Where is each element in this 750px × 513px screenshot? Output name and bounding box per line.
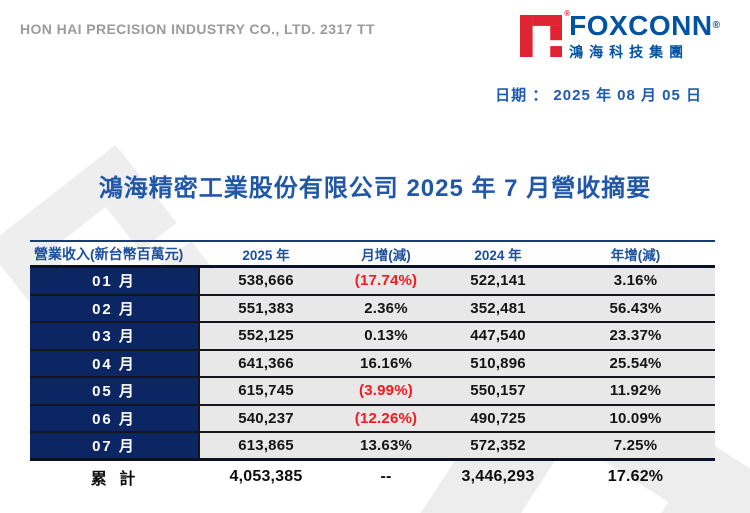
column-header-revenue-unit: 營業收入(新台幣百萬元) bbox=[34, 245, 184, 262]
column-header-2024: 2024 年 bbox=[474, 247, 522, 263]
month-label: 03 月 bbox=[30, 323, 200, 349]
column-header-yoy: 年增(減) bbox=[610, 247, 661, 263]
mom-change: (12.26%) bbox=[332, 405, 440, 431]
mom-change: 16.16% bbox=[332, 350, 440, 376]
foxconn-wordmark-block: FOXCONN® 鴻海科技集團 bbox=[569, 10, 720, 62]
foxconn-h-icon: ® bbox=[520, 9, 570, 59]
revenue-2025: 552,125 bbox=[200, 323, 332, 349]
yoy-change: 11.92% bbox=[556, 378, 715, 404]
revenue-2025: 641,366 bbox=[200, 350, 332, 376]
mom-change: (3.99%) bbox=[332, 378, 440, 404]
date-label: 日期 ： bbox=[495, 87, 549, 104]
report-date: 日期 ： 2025 年 08 月 05 日 bbox=[495, 84, 702, 105]
total-revenue-2025: 4,053,385 bbox=[229, 468, 303, 485]
revenue-2025: 615,745 bbox=[200, 378, 332, 404]
table-row: 02 月 551,383 2.36% 352,481 56.43% bbox=[30, 295, 715, 323]
revenue-2024: 572,352 bbox=[440, 433, 556, 458]
revenue-2024: 447,540 bbox=[440, 323, 556, 349]
total-label: 累 計 bbox=[90, 471, 140, 488]
registered-mark: ® bbox=[564, 9, 571, 18]
table-row: 01 月 538,666 (17.74%) 522,141 3.16% bbox=[30, 268, 715, 296]
revenue-2025: 540,237 bbox=[200, 405, 332, 431]
revenue-2024: 490,725 bbox=[440, 405, 556, 431]
month-label: 05 月 bbox=[30, 378, 200, 404]
date-value: 2025 年 08 月 05 日 bbox=[553, 87, 702, 104]
revenue-2025: 551,383 bbox=[200, 295, 332, 321]
total-yoy-change: 17.62% bbox=[607, 468, 664, 485]
yoy-change: 25.54% bbox=[556, 350, 715, 376]
table-row: 04 月 641,366 16.16% 510,896 25.54% bbox=[30, 350, 715, 378]
table-header-row: 營業收入(新台幣百萬元) 2025 年 月增(減) 2024 年 年增(減) bbox=[30, 242, 715, 268]
revenue-2024: 522,141 bbox=[440, 268, 556, 294]
foxconn-logo: ® FOXCONN® 鴻海科技集團 bbox=[520, 9, 720, 62]
foxconn-chinese-name: 鴻海科技集團 bbox=[569, 44, 690, 60]
table-row: 03 月 552,125 0.13% 447,540 23.37% bbox=[30, 323, 715, 351]
revenue-2024: 510,896 bbox=[440, 350, 556, 376]
month-label: 04 月 bbox=[30, 350, 200, 376]
revenue-table: 營業收入(新台幣百萬元) 2025 年 月增(減) 2024 年 年增(減) 0… bbox=[30, 240, 715, 494]
month-label: 07 月 bbox=[30, 433, 200, 458]
foxconn-wordmark: FOXCONN® bbox=[569, 10, 720, 41]
mom-change: 0.13% bbox=[332, 323, 440, 349]
month-label: 01 月 bbox=[30, 268, 200, 294]
table-total-row: 累 計 4,053,385 -- 3,446,293 17.62% bbox=[30, 461, 715, 494]
total-revenue-2024: 3,446,293 bbox=[461, 468, 535, 485]
mom-change: 2.36% bbox=[332, 295, 440, 321]
yoy-change: 56.43% bbox=[556, 295, 715, 321]
wordmark-text: FOXCONN bbox=[569, 10, 713, 41]
company-header: HON HAI PRECISION INDUSTRY CO., LTD. 231… bbox=[20, 21, 375, 37]
yoy-change: 3.16% bbox=[556, 268, 715, 294]
column-header-2025: 2025 年 bbox=[242, 247, 290, 263]
table-row: 07 月 613,865 13.63% 572,352 7.25% bbox=[30, 433, 715, 461]
total-mom-change: -- bbox=[380, 468, 392, 485]
revenue-2024: 352,481 bbox=[440, 295, 556, 321]
page-title: 鴻海精密工業股份有限公司 2025 年 7 月營收摘要 bbox=[98, 175, 652, 202]
table-row: 05 月 615,745 (3.99%) 550,157 11.92% bbox=[30, 378, 715, 406]
yoy-change: 10.09% bbox=[556, 405, 715, 431]
revenue-2025: 613,865 bbox=[200, 433, 332, 458]
month-label: 02 月 bbox=[30, 295, 200, 321]
column-header-mom: 月增(減) bbox=[361, 247, 411, 263]
yoy-change: 23.37% bbox=[556, 323, 715, 349]
revenue-2025: 538,666 bbox=[200, 268, 332, 294]
month-label: 06 月 bbox=[30, 405, 200, 431]
table-row: 06 月 540,237 (12.26%) 490,725 10.09% bbox=[30, 405, 715, 433]
mom-change: (17.74%) bbox=[332, 268, 440, 294]
registered-mark: ® bbox=[712, 20, 720, 31]
mom-change: 13.63% bbox=[332, 433, 440, 458]
yoy-change: 7.25% bbox=[556, 433, 715, 458]
revenue-2024: 550,157 bbox=[440, 378, 556, 404]
